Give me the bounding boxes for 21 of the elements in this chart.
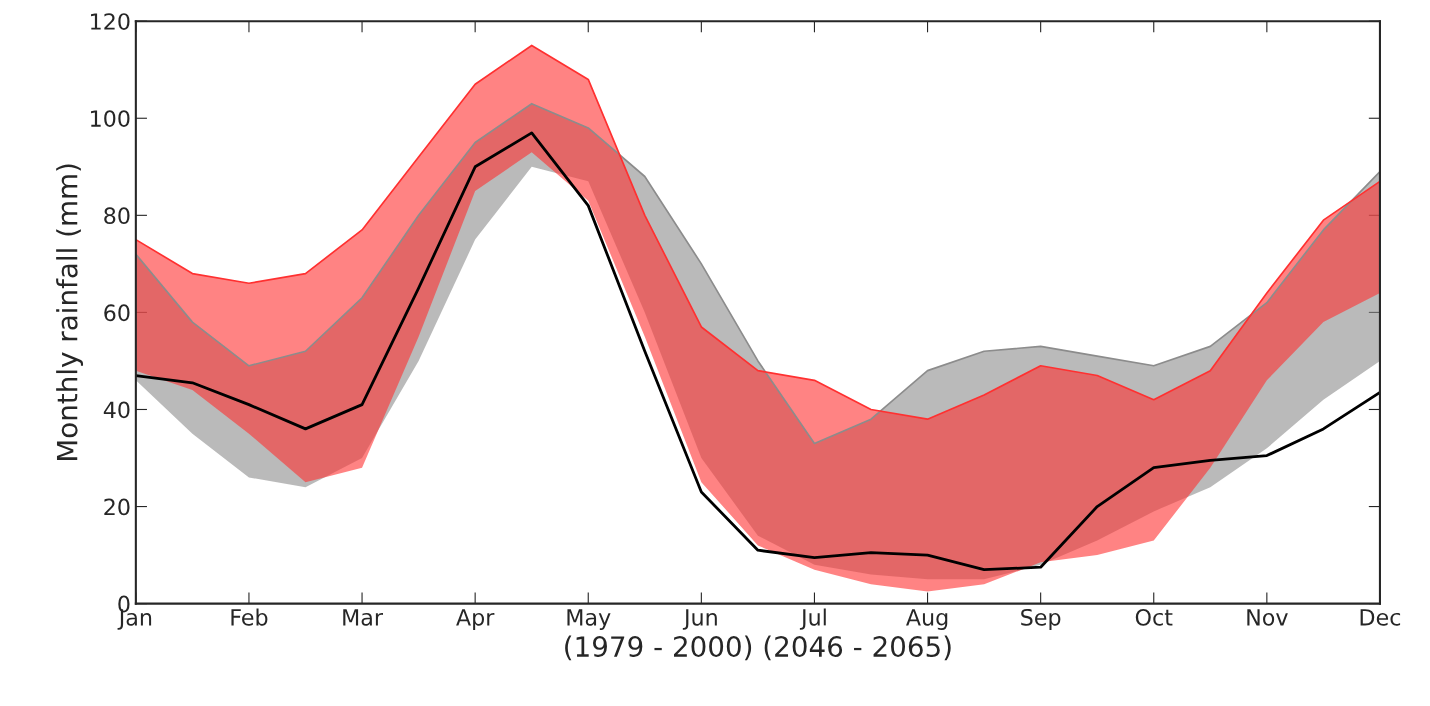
x-tick-label: Jul xyxy=(799,608,826,630)
x-tick-label: Jun xyxy=(682,609,717,630)
x-tick-label: Oct xyxy=(1135,608,1173,626)
x-tick-label: Sep xyxy=(1021,608,1061,630)
line-series xyxy=(135,102,1380,445)
y-tick-label: 60 xyxy=(104,304,130,322)
x-tick-label: Apr xyxy=(456,609,495,630)
x-tick-label: Aug xyxy=(906,609,948,630)
y-tick-label: 120 xyxy=(91,13,130,30)
y-tick-label: 100 xyxy=(91,110,130,128)
line-series xyxy=(135,44,1380,421)
y-tick-label: 20 xyxy=(104,498,130,516)
x-tick-label: May xyxy=(567,609,611,630)
x-tick-label: Dec xyxy=(1360,609,1401,626)
x-tick-label: Nov xyxy=(1247,609,1288,626)
x-axis-title: (1979 - 2000) (2046 - 2065) xyxy=(565,635,951,661)
x-tick-label: Mar xyxy=(343,609,384,626)
y-tick-label: 80 xyxy=(104,207,130,225)
y-tick-label: 40 xyxy=(103,401,130,419)
x-tick-label: Feb xyxy=(231,608,268,626)
y-axis-title: Monthly rainfall (mm) xyxy=(56,164,84,461)
